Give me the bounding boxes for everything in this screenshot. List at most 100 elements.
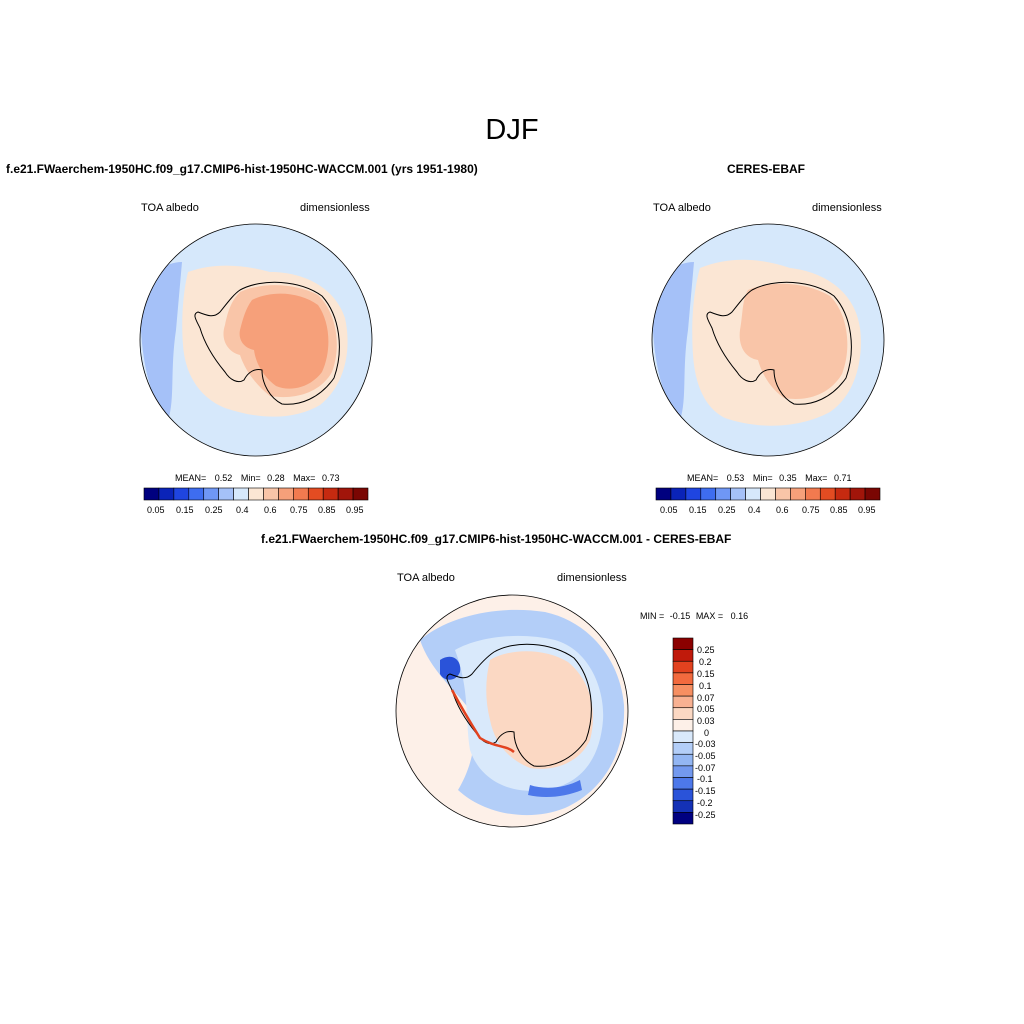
- panel-1-mean-label: MEAN=: [175, 473, 207, 483]
- panel-1-low-albedo-band: [140, 262, 182, 420]
- panel-1-colorbar-swatch: [173, 487, 190, 501]
- panel-2-colorbar-swatch: [790, 487, 806, 501]
- panel-2-colorbar-swatch: [864, 487, 881, 501]
- panel-3-units-label: dimensionless: [557, 572, 627, 584]
- panel-3-cb-label: 0.2: [699, 657, 712, 667]
- panel-1-ice-sheet: [239, 293, 329, 389]
- panel-2-map-border: [651, 223, 885, 457]
- panel-3-colorbar-swatch: [672, 695, 694, 709]
- panel-3-strong-negative-patch: [440, 656, 461, 680]
- panel-3-negative-patch-south: [528, 780, 582, 798]
- panel-3-cb-label: -0.15: [695, 786, 716, 796]
- panel-2-colorbar-swatch: [819, 487, 836, 501]
- panel-1-variable-label: TOA albedo: [141, 202, 199, 214]
- panel-1-colorbar-swatch: [203, 487, 219, 501]
- panel-3-cb-label: -0.2: [697, 798, 713, 808]
- panel-1-antarctica-outline: [194, 281, 340, 405]
- panel-1-cb-label: 0.25: [205, 505, 223, 515]
- panel-3-colorbar-swatch: [672, 730, 694, 743]
- panel-2-max-value: 0.71: [833, 473, 852, 483]
- panel-3-cb-label: -0.05: [695, 751, 716, 761]
- panel-1-max-label: Max=: [293, 473, 316, 483]
- panel-1-colorbar-swatch: [233, 487, 249, 501]
- panel-3-cb-label: 0.15: [697, 669, 715, 679]
- season-title: DJF: [485, 114, 539, 146]
- panel-3-map-border: [395, 594, 629, 828]
- panel-3-min-label: MIN =: [640, 611, 665, 621]
- panel-3-cb-label: 0: [704, 728, 710, 738]
- panel-2-colorbar-swatch: [700, 487, 717, 501]
- panel-3-cb-label: 0.07: [697, 693, 715, 703]
- panel-1-cb-label: 0.05: [147, 505, 165, 515]
- panel-2-cb-label: 0.25: [718, 505, 736, 515]
- panel-3-cb-label: -0.03: [695, 739, 716, 749]
- panel-1-cb-label: 0.6: [264, 505, 277, 515]
- panel-3-max-label: MAX =: [695, 611, 724, 621]
- panel-3-cb-label: 0.25: [697, 645, 715, 655]
- panel-2-colorbar-swatch: [849, 487, 866, 501]
- panel-3-map: [396, 595, 628, 827]
- panel-3-colorbar-swatch: [672, 788, 694, 802]
- panel-2-cb-label: 0.95: [858, 505, 876, 515]
- panel-2-antarctica-outline: [706, 281, 852, 405]
- panel-3-colorbar-swatch: [672, 777, 694, 790]
- panel-1-map: [140, 224, 372, 456]
- panel-3-colorbar: [672, 637, 694, 825]
- panel-2-cb-label: 0.4: [748, 505, 761, 515]
- panel-2-map: [652, 224, 884, 456]
- panel-1-colorbar-swatch: [188, 487, 205, 501]
- panel-3-variable-label: TOA albedo: [397, 572, 455, 584]
- panel-2-cb-label: 0.05: [660, 505, 678, 515]
- panel-2-colorbar: [655, 487, 881, 501]
- panel-3-antarctica-outline: [446, 643, 592, 767]
- panel-2-cb-label: 0.6: [776, 505, 789, 515]
- panel-1-colorbar-swatch: [352, 487, 369, 501]
- panel-1-colorbar-swatch: [337, 487, 354, 501]
- panel-3-positive-coastal-band: [450, 689, 515, 753]
- panel-2-min-value: 0.35: [779, 473, 797, 483]
- panel-2-colorbar-swatch: [670, 487, 687, 501]
- panel-3-colorbar-swatch: [672, 812, 694, 825]
- panel-1-max-value: 0.73: [321, 473, 340, 483]
- panel-3-min-value: -0.15: [669, 611, 691, 621]
- panel-1-colorbar-swatch: [293, 487, 309, 501]
- panel-3-cb-label: -0.25: [695, 810, 716, 820]
- panel-3-colorbar-swatch: [672, 753, 694, 767]
- panel-3-cb-label: 0.05: [697, 704, 715, 714]
- panel-1-stats: MEAN= 0.52 Min= 0.28 Max= 0.73: [175, 473, 339, 483]
- panel-2-title: CERES-EBAF: [727, 162, 806, 176]
- panel-3-title: f.e21.FWaerchem-1950HC.f09_g17.CMIP6-his…: [261, 532, 732, 546]
- panel-1-min-value: 0.28: [267, 473, 285, 483]
- panel-2-min-label: Min=: [752, 473, 773, 483]
- panel-3-ice-sheet-positive: [486, 651, 594, 769]
- panel-2-colorbar-swatch: [730, 487, 746, 501]
- panel-1-units-label: dimensionless: [300, 202, 370, 214]
- panel-3-cb-label: 0.1: [699, 681, 712, 691]
- panel-1-min-label: Min=: [240, 473, 261, 483]
- panel-1-colorbar: [143, 487, 369, 501]
- panel-2-colorbar-swatch: [775, 487, 791, 501]
- panel-1-colorbar-swatch: [278, 487, 294, 501]
- panel-2-colorbar-swatch: [715, 487, 731, 501]
- panel-2-cb-label: 0.15: [689, 505, 707, 515]
- panel-2-mean-value: 0.53: [726, 473, 745, 483]
- panel-1-cb-label: 0.4: [236, 505, 249, 515]
- panel-2-variable-label: TOA albedo: [653, 202, 711, 214]
- panel-1-cb-label: 0.15: [176, 505, 194, 515]
- panel-3-cb-label: 0.03: [697, 716, 715, 726]
- panel-2-colorbar-swatch: [834, 487, 851, 501]
- panel-1-colorbar-swatch: [143, 487, 160, 501]
- panel-2-cb-label: 0.75: [802, 505, 820, 515]
- panel-1-colorbar-swatch: [248, 487, 264, 501]
- panel-3-colorbar-swatch: [672, 765, 694, 778]
- panel-1-colorbar-swatch: [307, 487, 324, 501]
- panel-2-cb-label: 0.85: [830, 505, 848, 515]
- panel-1-colorbar-swatch: [158, 487, 175, 501]
- panel-1-mean-value: 0.52: [214, 473, 233, 483]
- panel-1-colorbar-swatch: [218, 487, 234, 501]
- panel-2-colorbar-swatch: [655, 487, 672, 501]
- panel-2-colorbar-swatch: [805, 487, 821, 501]
- panel-3-colorbar-swatch: [672, 649, 694, 662]
- panel-3-stats: MIN = -0.15 MAX = 0.16: [640, 611, 748, 621]
